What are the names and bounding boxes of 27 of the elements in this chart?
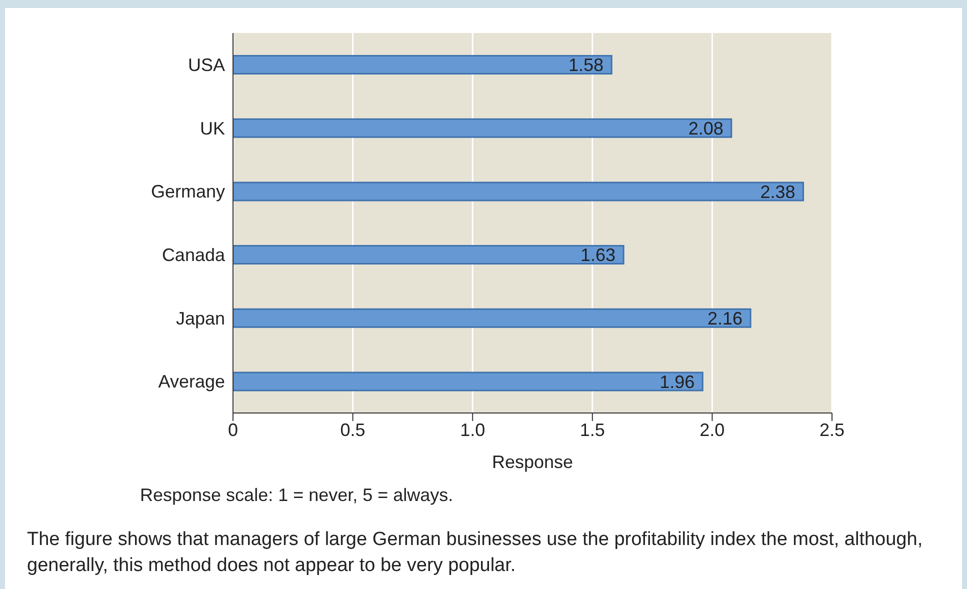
y-tick-label: Canada [162, 245, 226, 266]
x-tick-label: 2.0 [700, 420, 725, 440]
data-label: 1.63 [580, 245, 616, 266]
x-tick-label: 0.5 [340, 420, 366, 440]
data-label: 1.96 [660, 372, 695, 392]
data-label: 2.38 [760, 182, 796, 202]
x-tick-label: 1.5 [580, 420, 605, 440]
data-label: 1.58 [568, 55, 604, 76]
text: Response scale: 1 = never, 5 = always. [140, 485, 454, 506]
y-tick-label: Germany [150, 182, 225, 202]
bar [233, 372, 704, 392]
y-tick-label: UK [200, 118, 225, 138]
y-tick-label: USA [188, 55, 225, 76]
bar [233, 245, 624, 265]
x-tick-label: 2.5 [819, 420, 845, 440]
y-tick-label: Japan [176, 308, 225, 328]
bar [233, 182, 804, 202]
x-axis-title: Response [490, 452, 574, 473]
text: The figure shows that managers of large German businesses use the profitability index the most, although, generally, this method does not appear to be very popular. [27, 528, 924, 578]
bar [233, 308, 752, 328]
data-label: 2.16 [707, 308, 743, 329]
x-tick-label: 1.0 [460, 420, 486, 440]
bar [233, 55, 612, 75]
data-label: 2.08 [688, 118, 724, 139]
y-tick-label: Average [158, 372, 225, 392]
x-tick-label: 0 [228, 420, 238, 440]
bar [233, 118, 732, 138]
